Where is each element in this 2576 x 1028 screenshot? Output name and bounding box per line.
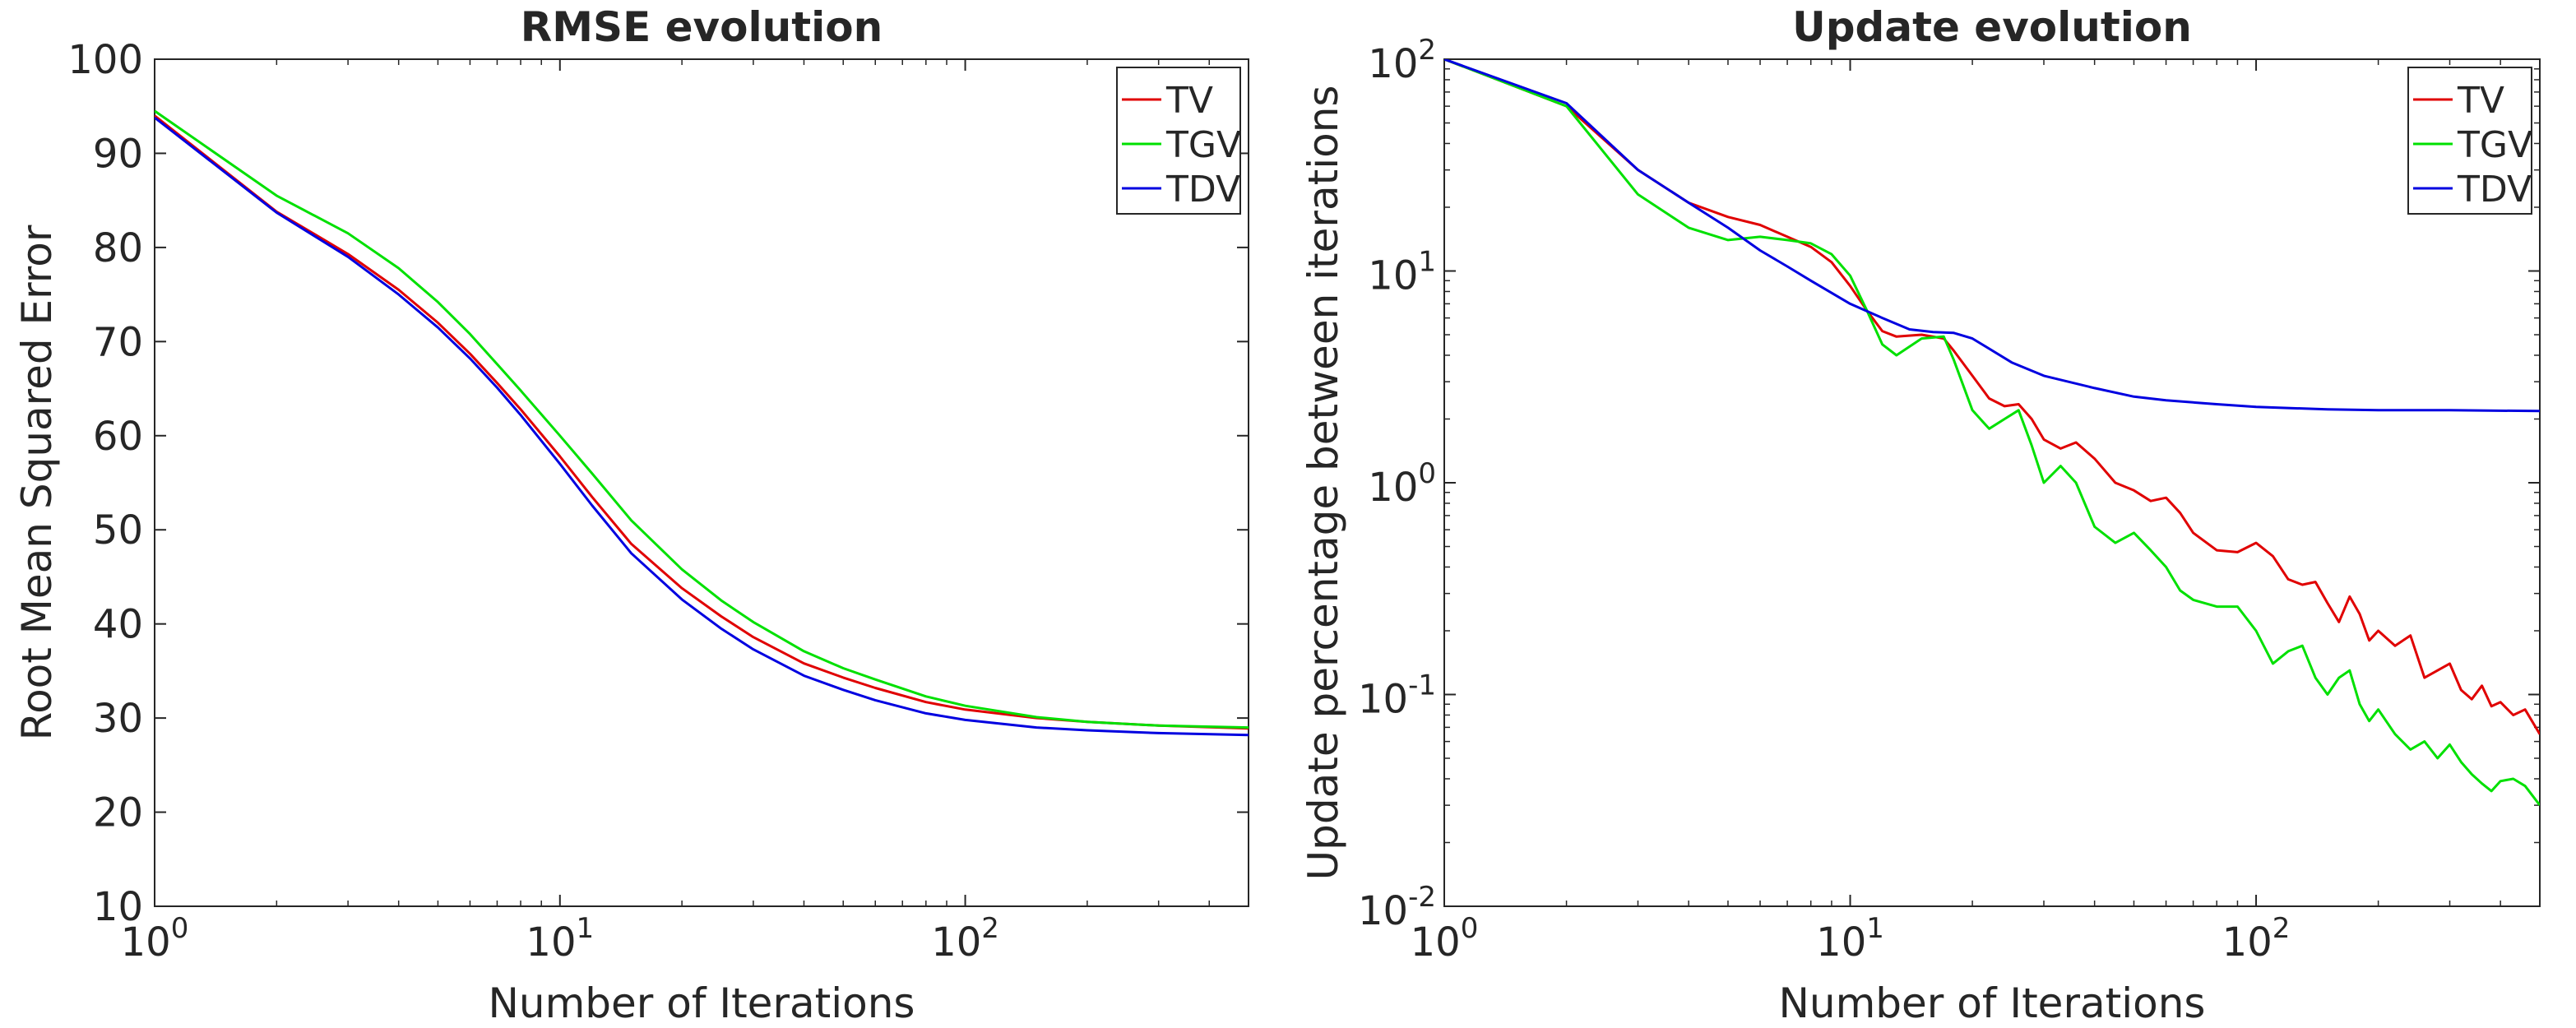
rmse-xtick-label: 100 bbox=[121, 912, 189, 965]
rmse-legend-label-tgv: TGV bbox=[1165, 124, 1241, 166]
rmse-ytick-label: 50 bbox=[93, 507, 143, 553]
update-title: Update evolution bbox=[1792, 3, 2192, 51]
rmse-axes-box bbox=[154, 58, 1249, 907]
rmse-xtick-label: 101 bbox=[526, 912, 594, 965]
update-legend-label-tv: TV bbox=[2457, 80, 2504, 122]
rmse-ytick-label: 30 bbox=[93, 696, 143, 742]
rmse-ytick-label: 80 bbox=[93, 225, 143, 271]
update-ylabel: Update percentage between iterations bbox=[1300, 86, 1347, 881]
update-series-tdv bbox=[1444, 59, 2540, 413]
rmse-ytick-label: 70 bbox=[93, 319, 143, 365]
rmse-series-tv bbox=[155, 114, 1249, 730]
rmse-xtick-label: 102 bbox=[931, 912, 999, 965]
update-ytick-label: 102 bbox=[1368, 34, 1436, 87]
update-legend-label-tgv: TGV bbox=[2457, 124, 2532, 166]
rmse-title: RMSE evolution bbox=[521, 3, 883, 51]
update-ytick-label: 10-1 bbox=[1358, 669, 1436, 723]
rmse-legend-label-tv: TV bbox=[1165, 80, 1213, 122]
rmse-legend-label-tdv: TDV bbox=[1165, 169, 1240, 211]
update-axes-box bbox=[1443, 58, 2541, 907]
update-chart: Update evolution 100 101 102 10-2 10-1 100 101 1… bbox=[1300, 3, 2541, 1027]
rmse-series-tdv bbox=[155, 116, 1249, 737]
rmse-chart: RMSE evolution 100 101 102 10 20 30 40 50 60 70 80 9… bbox=[13, 3, 1249, 1027]
rmse-xlabel: Number of Iterations bbox=[489, 979, 915, 1027]
update-ytick-label: 10-2 bbox=[1358, 881, 1436, 934]
update-legend-label-tdv: TDV bbox=[2457, 169, 2532, 211]
update-series-tgv bbox=[1444, 59, 2540, 807]
update-xtick-label: 100 bbox=[1411, 912, 1479, 965]
update-xlabel: Number of Iterations bbox=[1779, 979, 2206, 1027]
update-xtick-label: 101 bbox=[1816, 912, 1884, 965]
update-ytick-label: 100 bbox=[1368, 457, 1436, 511]
rmse-ytick-label: 60 bbox=[93, 414, 143, 460]
rmse-ylabel: Root Mean Squared Error bbox=[13, 225, 61, 740]
rmse-ytick-label: 100 bbox=[67, 37, 143, 83]
rmse-ytick-label: 90 bbox=[93, 131, 143, 177]
update-xtick-label: 102 bbox=[2222, 912, 2291, 965]
update-ytick-label: 101 bbox=[1368, 246, 1436, 299]
update-series-tv bbox=[1444, 59, 2540, 735]
rmse-ytick-label: 10 bbox=[93, 884, 143, 930]
rmse-ytick-label: 20 bbox=[93, 790, 143, 836]
rmse-ytick-label: 40 bbox=[93, 602, 143, 648]
rmse-series-tgv bbox=[155, 109, 1249, 729]
